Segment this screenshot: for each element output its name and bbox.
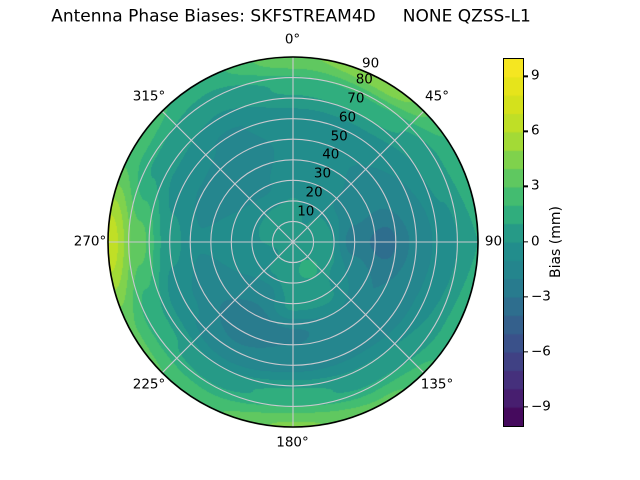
colorbar-tick-mark	[523, 185, 528, 188]
radial-label-20: 20	[305, 184, 323, 201]
colorbar-tick-mark	[523, 75, 528, 77]
radial-label-80: 80	[355, 71, 373, 88]
colorbar-tick-label: 0	[531, 232, 540, 249]
azimuth-label-90: 90	[484, 232, 503, 249]
colorbar-tick-label: −9	[531, 397, 551, 414]
polar-gridlines	[106, 55, 479, 428]
colorbar-tick-mark	[523, 295, 528, 298]
radial-label-40: 40	[322, 146, 340, 163]
azimuth-label-180: 180°	[276, 434, 309, 451]
colorbar-tick-label: 9	[531, 67, 540, 84]
colorbar-tick-mark	[523, 130, 528, 133]
radial-label-90: 90	[362, 54, 380, 71]
azimuth-label-315: 315°	[132, 88, 166, 105]
azimuth-label-45: 45°	[425, 88, 449, 105]
azimuth-label-0: 0°	[284, 31, 301, 48]
colorbar-tick-label: 3	[531, 177, 540, 194]
colorbar-tick-label: 6	[531, 122, 540, 139]
radial-label-50: 50	[330, 127, 348, 144]
azimuth-label-135: 135°	[420, 376, 454, 393]
chart-title: Antenna Phase Biases: SKFSTREAM4D NONE Q…	[51, 6, 531, 27]
radial-label-10: 10	[297, 202, 315, 219]
radial-label-30: 30	[313, 165, 332, 182]
colorbar-tick-mark	[523, 240, 528, 243]
radial-label-70: 70	[347, 90, 365, 107]
colorbar-tick-mark	[523, 350, 528, 353]
radial-label-60: 60	[338, 109, 357, 126]
azimuth-label-225: 225°	[132, 376, 166, 393]
colorbar-tick-label: −3	[531, 287, 551, 304]
colorbar-axis-label: Bias (mm)	[548, 205, 564, 278]
colorbar-gradient	[504, 59, 523, 426]
colorbar-tick-label: −6	[531, 342, 551, 359]
azimuth-label-270: 270°	[73, 232, 107, 249]
colorbar	[503, 58, 524, 427]
colorbar-tick-mark	[523, 405, 528, 408]
